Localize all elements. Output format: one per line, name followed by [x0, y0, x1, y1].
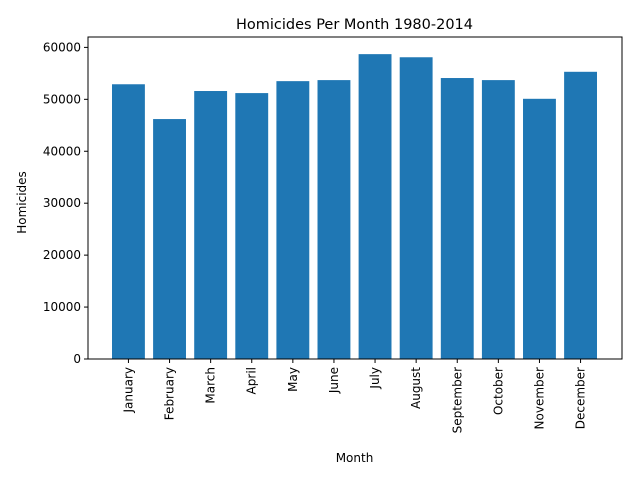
x-tick-label: December	[574, 367, 588, 429]
bar-june	[317, 80, 351, 360]
x-tick-label: January	[121, 367, 135, 414]
bars-group	[112, 54, 597, 360]
x-tick-label: April	[245, 367, 259, 394]
x-tick-label: August	[409, 367, 423, 409]
y-tick-label: 60000	[43, 40, 81, 54]
y-tick-label: 30000	[43, 196, 81, 210]
x-tick-label: June	[327, 367, 341, 394]
bar-february	[153, 119, 186, 359]
y-tick-label: 0	[73, 352, 81, 366]
x-tick-label: October	[491, 367, 505, 415]
bar-march	[194, 91, 228, 359]
x-tick-label: March	[204, 367, 218, 404]
bar-january	[112, 84, 145, 359]
y-tick-label: 10000	[43, 300, 81, 314]
bar-august	[399, 57, 433, 360]
x-tick-label: February	[163, 367, 177, 420]
x-tick-label: September	[450, 367, 464, 433]
bar-july	[358, 54, 392, 360]
y-axis-ticks: 0 10000 20000 30000 40000 50000 60000	[43, 40, 88, 366]
bar-november	[523, 98, 556, 359]
bar-december	[564, 71, 597, 359]
bar-may	[276, 81, 310, 359]
x-tick-label: May	[286, 367, 300, 392]
x-tick-label: July	[368, 367, 382, 390]
bar-october	[481, 80, 515, 360]
x-axis-ticks: January February March April May June July Augu…	[121, 359, 588, 433]
plot-frame	[87, 36, 623, 360]
x-tick-label: November	[532, 367, 546, 429]
y-tick-label: 50000	[43, 92, 81, 106]
y-tick-label: 40000	[43, 144, 81, 158]
x-axis-label: Month	[336, 451, 374, 465]
y-axis-label: Homicides	[15, 171, 29, 234]
bar-september	[440, 78, 474, 360]
chart-title: Homicides Per Month 1980-2014	[236, 17, 473, 33]
y-tick-label: 20000	[43, 248, 81, 262]
bar-april	[235, 93, 269, 359]
